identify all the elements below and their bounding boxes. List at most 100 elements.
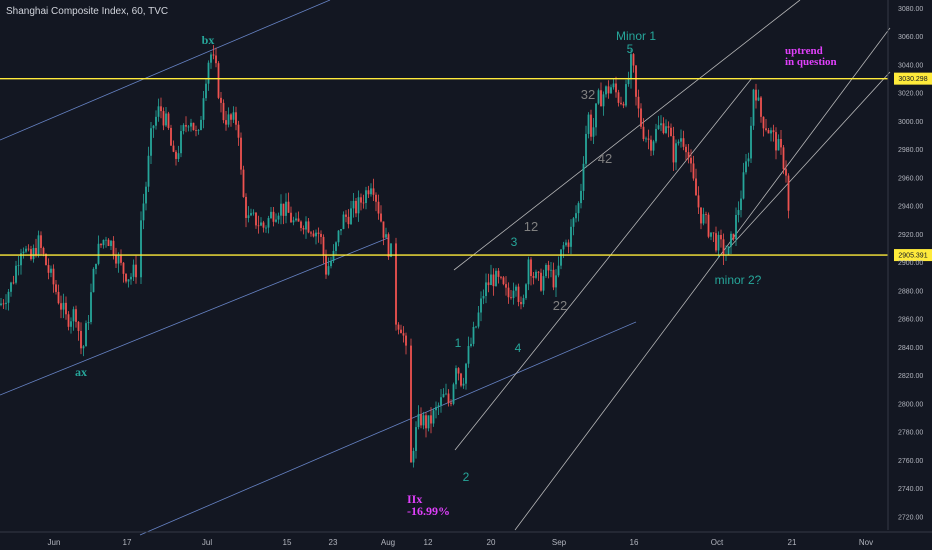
time-axis[interactable]: Jun 17 Jul 15 23 Aug 12 20 Sep 16 Oct 21 Nov: [0, 531, 932, 547]
candle-body: [325, 255, 327, 275]
candle-body: [62, 302, 65, 310]
candle-body: [100, 243, 102, 246]
candle-body: [85, 323, 87, 347]
candle-body: [262, 222, 265, 228]
candle-body: [145, 186, 147, 204]
candle-body: [657, 125, 660, 129]
candle-body: [127, 279, 130, 282]
candle-body: [387, 234, 390, 257]
candle-body: [497, 270, 500, 277]
candle-body: [592, 127, 595, 137]
candle-body: [487, 282, 490, 286]
candle-body: [87, 322, 90, 324]
candle-body: [627, 78, 630, 85]
candle-body: [507, 287, 510, 298]
candle-body: [595, 103, 597, 128]
candle-body: [382, 221, 385, 238]
price-tick-label: 2960.00: [898, 175, 923, 182]
candle-body: [545, 264, 547, 277]
wave-label: 4: [515, 341, 522, 355]
candle-body: [427, 415, 430, 429]
candle-body: [227, 114, 230, 125]
candle-body: [450, 402, 452, 404]
candle-body: [162, 111, 165, 126]
candle-body: [307, 221, 310, 233]
candle-body: [115, 255, 117, 264]
candle-body: [167, 113, 170, 128]
candle-body: [242, 169, 245, 197]
price-level-badge: 2905.391: [894, 249, 932, 262]
candle-body: [212, 54, 215, 56]
candle-body: [532, 276, 535, 278]
candle-body: [35, 248, 37, 256]
candle-body: [235, 112, 237, 125]
candle-body: [165, 113, 167, 126]
price-tick-label: 2760.00: [898, 458, 923, 465]
candle-body: [747, 158, 750, 162]
candle-body: [5, 302, 7, 304]
candle-body: [705, 214, 707, 215]
candle-body: [412, 450, 415, 463]
candle-body: [732, 233, 735, 240]
candle-body: [465, 363, 467, 384]
candle-body: [197, 130, 200, 131]
candle-body: [780, 138, 782, 148]
candle-body: [107, 239, 110, 247]
candle-body: [510, 297, 512, 299]
candle-body: [515, 286, 517, 291]
candle-body: [350, 208, 352, 225]
candle-body: [295, 218, 297, 221]
candle-body: [225, 120, 227, 125]
candle-body: [395, 243, 397, 325]
candle-body: [630, 54, 632, 79]
candle-body: [130, 276, 132, 280]
candle-body: [2, 303, 5, 305]
price-level-badge: 3030.298: [894, 72, 932, 85]
candle-body: [12, 282, 15, 284]
channel-lines: [0, 0, 891, 536]
candle-body: [182, 125, 185, 132]
candle-body: [80, 330, 82, 349]
candle-body: [437, 405, 440, 407]
candle-body: [567, 242, 570, 247]
price-axis[interactable]: 2720.00 2740.00 2760.00 2780.00 2800.00 2820.…: [887, 0, 923, 530]
candle-body: [305, 221, 307, 230]
candle-body: [670, 127, 672, 137]
candle-body: [40, 235, 42, 248]
candle-body: [195, 130, 197, 131]
candle-body: [672, 136, 675, 163]
candle-body: [260, 222, 262, 226]
candle-body: [110, 240, 112, 247]
candle-body: [760, 97, 762, 117]
candle-body: [582, 163, 585, 191]
candle-body: [777, 138, 780, 151]
wave-label: bx: [202, 33, 215, 47]
candle-body: [520, 301, 522, 305]
candle-body: [717, 234, 720, 251]
candle-body: [15, 265, 17, 283]
candle-body: [587, 114, 590, 134]
price-tick-label: 2940.00: [898, 204, 923, 211]
candle-body: [45, 254, 47, 266]
candle-body: [275, 219, 277, 222]
channel-line: [728, 71, 891, 249]
candle-body: [782, 147, 785, 170]
candle-body: [477, 312, 480, 327]
candle-body: [635, 65, 637, 97]
candle-body: [55, 284, 57, 292]
candle-body: [440, 397, 442, 406]
candle-body: [602, 94, 605, 107]
candle-body: [695, 178, 697, 196]
candle-body: [405, 335, 407, 346]
candle-body: [775, 132, 777, 151]
wave-label: 3: [511, 235, 518, 249]
candle-body: [770, 130, 772, 134]
candle-body: [457, 368, 460, 374]
candle-body: [737, 210, 740, 215]
candle-body: [327, 266, 330, 275]
candle-body: [572, 218, 575, 227]
candle-body: [32, 248, 35, 260]
candle-body: [547, 264, 550, 271]
candle-body: [650, 139, 652, 151]
